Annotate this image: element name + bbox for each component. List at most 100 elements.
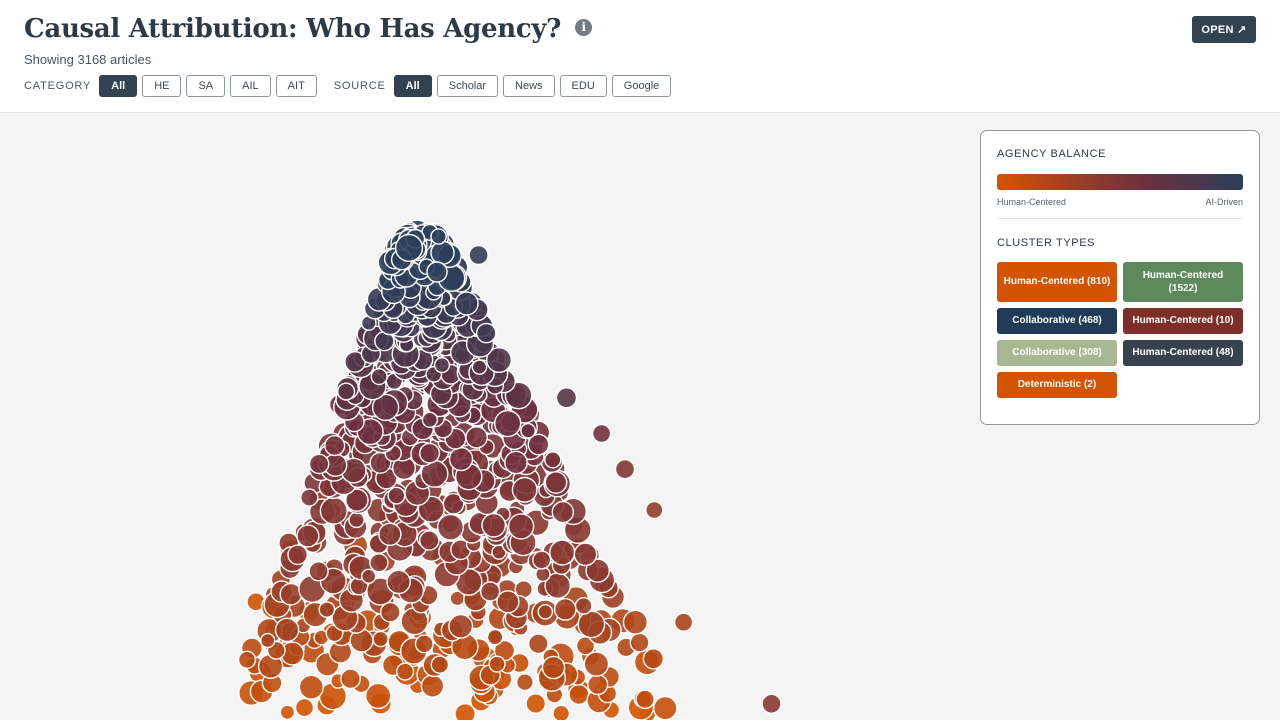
- scatter-point[interactable]: [337, 382, 356, 401]
- cluster-button-6[interactable]: Deterministic (2): [997, 372, 1117, 398]
- cluster-button-2[interactable]: Collaborative (468): [997, 308, 1117, 334]
- scatter-point[interactable]: [437, 513, 465, 541]
- scatter-point[interactable]: [494, 409, 522, 438]
- scatter-point[interactable]: [287, 544, 309, 566]
- scatter-point[interactable]: [419, 442, 441, 464]
- scatter-point[interactable]: [468, 244, 489, 266]
- scatter-point[interactable]: [480, 581, 501, 602]
- scatter-point[interactable]: [379, 601, 401, 623]
- scatter-point[interactable]: [361, 568, 377, 584]
- scatter-point[interactable]: [430, 240, 455, 265]
- scatter-point[interactable]: [544, 471, 568, 494]
- scatter-point[interactable]: [442, 492, 465, 515]
- category-filter-ail[interactable]: AIL: [230, 75, 271, 97]
- scatter-point[interactable]: [387, 486, 406, 505]
- source-filter-edu[interactable]: EDU: [559, 75, 607, 97]
- scatter-point[interactable]: [653, 695, 678, 720]
- scatter-point[interactable]: [324, 435, 346, 457]
- scatter-point[interactable]: [318, 601, 336, 618]
- scatter-point[interactable]: [520, 422, 536, 439]
- scatter-point[interactable]: [532, 550, 552, 570]
- scatter-point[interactable]: [371, 393, 400, 422]
- scatter-point[interactable]: [430, 655, 450, 675]
- scatter-point[interactable]: [645, 500, 664, 520]
- scatter-point[interactable]: [555, 387, 578, 409]
- scatter-point[interactable]: [345, 488, 369, 512]
- scatter-point[interactable]: [386, 569, 411, 595]
- scatter-point[interactable]: [527, 633, 549, 655]
- cluster-button-5[interactable]: Human-Centered (48): [1123, 340, 1243, 366]
- scatter-point[interactable]: [673, 612, 694, 632]
- source-filter-all[interactable]: All: [393, 75, 432, 97]
- scatter-point[interactable]: [426, 261, 448, 283]
- scatter-point[interactable]: [568, 683, 590, 706]
- scatter-point[interactable]: [274, 617, 300, 643]
- scatter-point[interactable]: [394, 233, 424, 262]
- scatter-point[interactable]: [577, 610, 606, 639]
- scatter-point[interactable]: [585, 558, 611, 583]
- scatter-point[interactable]: [340, 668, 361, 690]
- scatter-point[interactable]: [448, 613, 474, 639]
- scatter-point[interactable]: [260, 632, 276, 649]
- scatter-point[interactable]: [549, 539, 576, 566]
- scatter-point[interactable]: [448, 446, 474, 472]
- scatter-point[interactable]: [308, 561, 329, 582]
- scatter-point[interactable]: [574, 596, 593, 615]
- category-filter-sa[interactable]: SA: [186, 75, 226, 97]
- cluster-button-1[interactable]: Human-Centered (1522): [1123, 262, 1243, 302]
- category-filter-all[interactable]: All: [99, 75, 138, 97]
- scatter-point[interactable]: [496, 590, 520, 614]
- scatter-point[interactable]: [504, 450, 528, 475]
- scatter-point[interactable]: [527, 433, 550, 456]
- scatter-point[interactable]: [475, 322, 497, 344]
- scatter-point[interactable]: [454, 291, 479, 316]
- scatter-point[interactable]: [551, 500, 574, 524]
- scatter-point[interactable]: [471, 359, 488, 375]
- category-filter-he[interactable]: HE: [142, 75, 182, 97]
- scatter-point[interactable]: [488, 655, 506, 673]
- cluster-button-3[interactable]: Human-Centered (10): [1123, 308, 1243, 334]
- scatter-point[interactable]: [421, 411, 439, 428]
- scatter-point[interactable]: [629, 632, 650, 653]
- scatter-point[interactable]: [237, 650, 257, 669]
- scatter-point[interactable]: [279, 704, 296, 720]
- scatter-point[interactable]: [296, 524, 320, 548]
- scatter-point[interactable]: [614, 459, 636, 480]
- scatter-point[interactable]: [591, 423, 612, 444]
- scatter-point[interactable]: [465, 426, 488, 449]
- scatter-point[interactable]: [365, 682, 392, 710]
- scatter-point[interactable]: [511, 476, 538, 503]
- scatter-point[interactable]: [486, 628, 504, 646]
- scatter-point[interactable]: [414, 634, 434, 654]
- scatter-point[interactable]: [369, 553, 389, 573]
- scatter-point[interactable]: [319, 496, 348, 525]
- scatter-point[interactable]: [372, 630, 389, 648]
- scatter-point[interactable]: [308, 453, 330, 475]
- scatter-point[interactable]: [300, 488, 319, 507]
- scatter-point[interactable]: [420, 674, 445, 698]
- open-button[interactable]: OPEN ↗: [1192, 16, 1256, 43]
- scatter-point[interactable]: [430, 228, 447, 245]
- source-filter-google[interactable]: Google: [611, 75, 672, 97]
- category-filter-ait[interactable]: AIT: [275, 75, 317, 97]
- scatter-point[interactable]: [454, 703, 476, 720]
- scatter-point[interactable]: [642, 648, 665, 670]
- scatter-point[interactable]: [418, 530, 440, 551]
- scatter-point[interactable]: [541, 655, 566, 680]
- source-filter-news[interactable]: News: [503, 75, 555, 97]
- scatter-point[interactable]: [573, 542, 598, 567]
- scatter-plot[interactable]: [0, 114, 1280, 720]
- scatter-point[interactable]: [507, 513, 535, 540]
- info-icon[interactable]: i: [575, 18, 593, 36]
- scatter-point[interactable]: [544, 451, 562, 469]
- scatter-point[interactable]: [294, 697, 315, 718]
- scatter-point[interactable]: [552, 704, 571, 720]
- scatter-point[interactable]: [378, 522, 402, 546]
- scatter-point[interactable]: [537, 603, 554, 620]
- scatter-point[interactable]: [348, 511, 365, 529]
- scatter-point[interactable]: [396, 662, 415, 681]
- scatter-point[interactable]: [486, 346, 513, 373]
- scatter-point[interactable]: [553, 597, 577, 621]
- scatter-point[interactable]: [433, 357, 451, 374]
- scatter-point[interactable]: [587, 673, 609, 696]
